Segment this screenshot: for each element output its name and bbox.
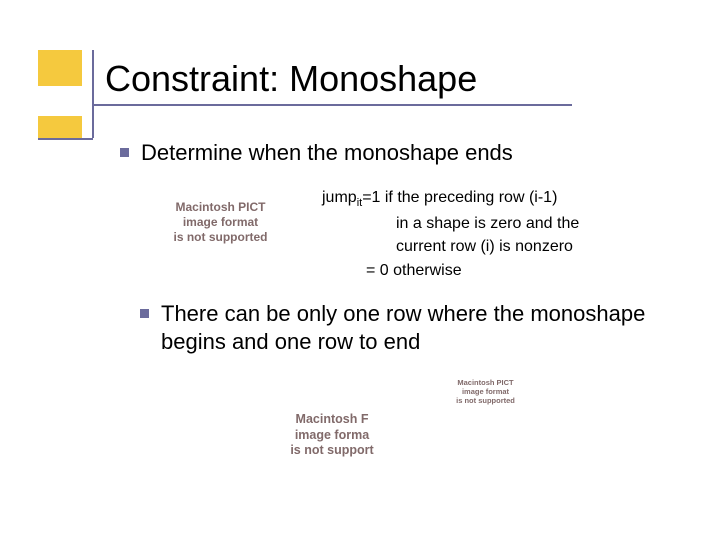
bullet-square-icon [140, 309, 149, 318]
bullet-item-2: There can be only one row where the mono… [140, 300, 680, 355]
condition-line-4: = 0 otherwise [366, 262, 462, 279]
condition-line-3: current row (i) is nonzero [396, 235, 579, 258]
decor-line-title-underline [92, 104, 572, 106]
slide-title: Constraint: Monoshape [105, 58, 477, 100]
condition-text: jumpit=1 if the preceding row (i-1) in a… [322, 186, 579, 282]
pict-placeholder-bottom: Macintosh F image forma is not support [257, 412, 407, 459]
decor-yellow-top [38, 50, 82, 86]
bullet-item-1: Determine when the monoshape ends [120, 140, 513, 166]
bullet-2-text: There can be only one row where the mono… [161, 300, 661, 355]
decor-line-lower [38, 138, 93, 140]
condition-line-1: jumpit=1 if the preceding row (i-1) [322, 189, 557, 206]
decor-yellow-left [38, 116, 82, 138]
pict-placeholder-main: Macintosh PICT image format is not suppo… [148, 200, 293, 245]
decor-line-vertical [92, 50, 94, 138]
condition-line-2: in a shape is zero and the [396, 212, 579, 235]
bullet-square-icon [120, 148, 129, 157]
pict-placeholder-small-right: Macintosh PICT image format is not suppo… [443, 378, 528, 405]
bullet-1-text: Determine when the monoshape ends [141, 140, 513, 165]
